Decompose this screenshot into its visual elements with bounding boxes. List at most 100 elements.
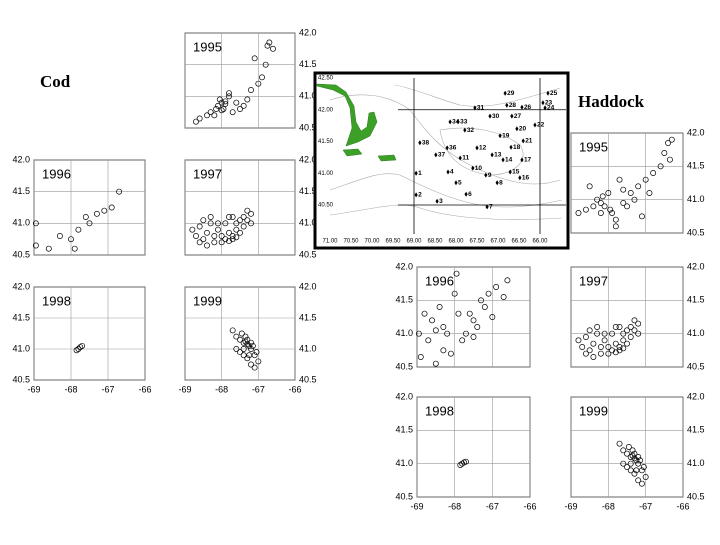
map-lat-label: 41.00	[318, 171, 334, 177]
point	[240, 339, 247, 346]
station-marker	[456, 119, 460, 125]
y-tick-label: 40.5	[12, 249, 30, 259]
point	[451, 290, 458, 297]
point	[233, 234, 240, 241]
station-label: 11	[462, 155, 469, 162]
point	[244, 96, 251, 103]
point	[222, 236, 229, 243]
point	[612, 340, 619, 347]
station-label: 16	[522, 174, 530, 181]
x-tick-label: -66	[288, 384, 301, 394]
point	[229, 327, 236, 334]
point	[642, 176, 649, 183]
station-marker	[518, 175, 522, 181]
map-lon-label: 67.50	[469, 239, 485, 245]
point	[79, 342, 86, 349]
point	[453, 270, 460, 277]
station-label: 2	[418, 192, 422, 199]
map-lat-label: 42.50	[318, 76, 334, 82]
point	[582, 350, 589, 357]
y-tick-label: 41.0	[299, 91, 317, 101]
panel-title: 1995	[193, 39, 222, 54]
station-label: 9	[488, 172, 492, 179]
panel-title: 1999	[579, 403, 608, 418]
point	[77, 344, 84, 351]
y-tick-label: 41.0	[395, 458, 413, 468]
point	[601, 330, 608, 337]
point	[612, 349, 619, 356]
point	[631, 327, 638, 334]
point	[233, 99, 240, 106]
point	[244, 341, 251, 347]
point	[233, 226, 240, 233]
y-tick-label: 40.5	[395, 361, 413, 371]
y-tick-label: 40.5	[299, 122, 317, 132]
station-label: 36	[449, 145, 457, 152]
station-marker	[490, 152, 494, 158]
point	[635, 320, 642, 327]
x-tick-label: -67	[101, 384, 114, 394]
point	[590, 354, 597, 360]
station-label: 1	[418, 170, 422, 177]
plot-area	[33, 159, 146, 256]
point	[75, 346, 82, 352]
y-tick-label: 40.5	[687, 491, 705, 501]
y-tick-label: 41.0	[395, 328, 413, 338]
point	[620, 337, 627, 344]
station-marker	[418, 140, 422, 146]
point	[605, 190, 612, 196]
point	[218, 107, 225, 114]
y-tick-label: 41.5	[395, 295, 413, 305]
point	[609, 210, 616, 216]
point	[635, 460, 642, 467]
station-label: 25	[550, 90, 558, 97]
y-tick-label: 41.0	[299, 218, 317, 228]
point	[666, 156, 673, 163]
station-marker	[414, 192, 418, 198]
point	[661, 150, 668, 156]
point	[612, 324, 619, 330]
point	[635, 183, 642, 190]
map-lon-label: 66.00	[532, 239, 548, 245]
point	[86, 220, 93, 227]
point	[45, 245, 52, 252]
point	[440, 324, 447, 330]
map-lat-label: 40.50	[318, 203, 334, 209]
y-tick-label: 41.5	[12, 312, 30, 322]
point	[108, 204, 115, 211]
point	[244, 336, 251, 343]
point	[646, 190, 653, 196]
point	[631, 455, 638, 462]
station-label: 31	[477, 105, 485, 112]
point	[631, 196, 638, 203]
point	[207, 214, 214, 220]
point	[421, 310, 428, 317]
y-tick-label: 41.5	[299, 59, 317, 69]
point	[244, 355, 251, 362]
point	[481, 304, 488, 310]
point	[620, 447, 627, 454]
point	[226, 229, 232, 236]
map-contours	[329, 84, 563, 220]
station-label: 29	[507, 90, 515, 97]
station-marker	[510, 113, 514, 119]
point	[605, 350, 612, 357]
point	[586, 347, 593, 354]
point	[620, 460, 627, 467]
point	[249, 342, 256, 349]
station-label: 32	[467, 127, 475, 134]
y-tick-label: 40.5	[687, 361, 705, 371]
point	[259, 74, 265, 81]
point	[237, 229, 243, 236]
station-marker	[435, 198, 439, 204]
point	[459, 337, 466, 344]
point	[237, 349, 243, 356]
point	[248, 220, 254, 227]
point	[429, 317, 436, 324]
station-label: 23	[545, 99, 553, 106]
point	[459, 460, 466, 467]
map-lon-label: 68.00	[448, 239, 464, 245]
point	[447, 350, 454, 357]
station-label: 21	[525, 138, 533, 145]
point	[627, 460, 634, 467]
